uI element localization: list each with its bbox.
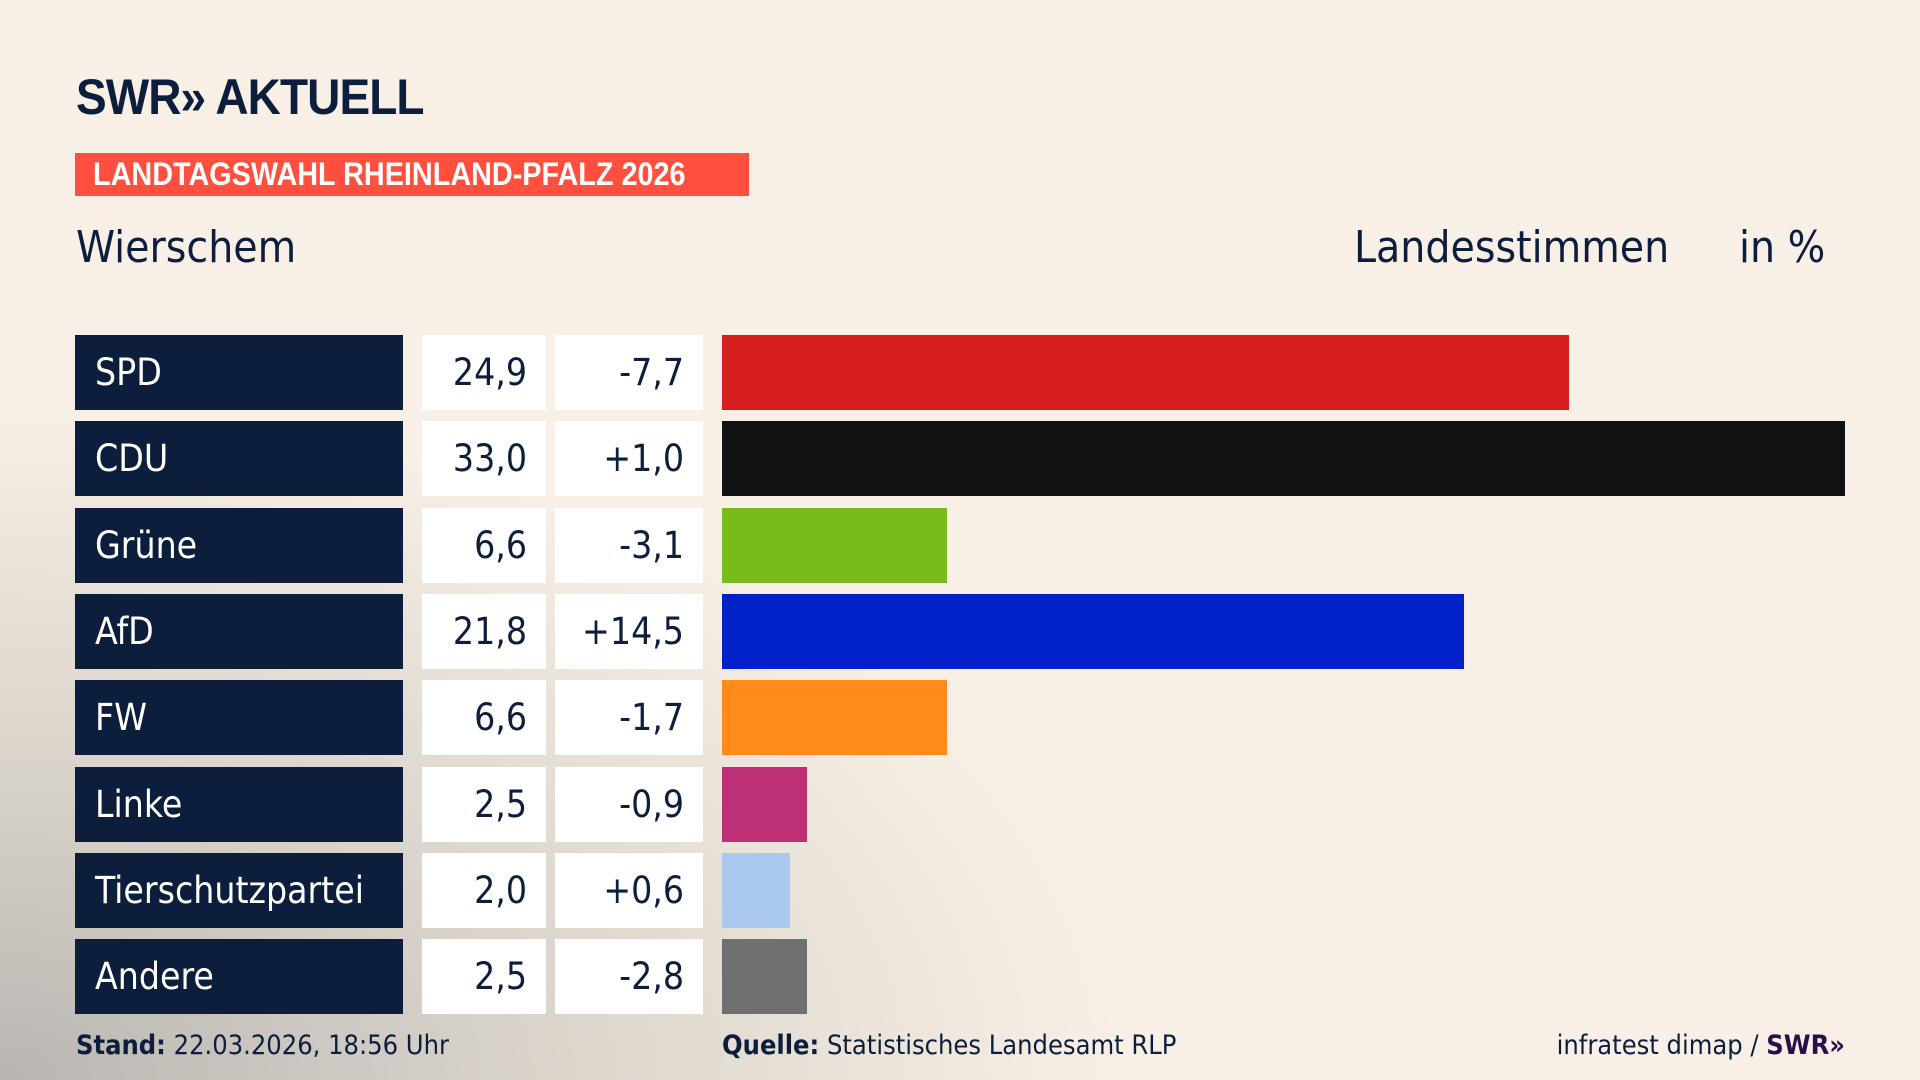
- bar-grüne: [722, 507, 947, 583]
- vote-share: 33,0: [422, 421, 546, 497]
- bar-spd: [722, 335, 1570, 410]
- unit-label: in %: [1739, 222, 1826, 273]
- vote-share: 2,0: [422, 852, 546, 928]
- vote-share: 21,8: [422, 593, 546, 669]
- bar-tierschutzpartei: [722, 852, 791, 928]
- vote-share: 2,5: [422, 939, 546, 1015]
- result-row: Andere 2,5 -2,8: [0, 939, 1920, 1015]
- stand-info: Stand: 22.03.2026, 18:56 Uhr: [76, 1030, 449, 1061]
- party-name: SPD: [75, 335, 403, 410]
- party-name: CDU: [75, 421, 403, 497]
- source-value: Statistisches Landesamt RLP: [826, 1030, 1177, 1061]
- credit-info: infratest dimap / SWR»: [1557, 1030, 1845, 1061]
- vote-change: -1,7: [555, 680, 703, 756]
- vote-change: +14,5: [555, 593, 703, 669]
- vote-change: -3,1: [555, 507, 703, 583]
- election-banner: LANDTAGSWAHL RHEINLAND-PFALZ 2026: [75, 153, 749, 196]
- vote-share: 6,6: [422, 680, 546, 756]
- source-label: Quelle:: [722, 1030, 820, 1061]
- source-info: Quelle: Statistisches Landesamt RLP: [722, 1030, 1176, 1061]
- vote-change: -0,9: [555, 766, 703, 842]
- bar-afd: [722, 593, 1464, 669]
- party-name: AfD: [75, 593, 403, 669]
- result-row: Tierschutzpartei 2,0 +0,6: [0, 852, 1920, 928]
- vote-share: 2,5: [422, 766, 546, 842]
- swr-aktuell-logo: SWR» AKTUELL: [76, 69, 424, 125]
- vote-change: -2,8: [555, 939, 703, 1015]
- swr-logo: SWR»: [1766, 1030, 1845, 1061]
- vote-change: +1,0: [555, 421, 703, 497]
- result-row: CDU 33,0 +1,0: [0, 421, 1920, 497]
- party-name: Andere: [75, 939, 403, 1015]
- party-name: Linke: [75, 766, 403, 842]
- vote-change: -7,7: [555, 335, 703, 410]
- banner-text: LANDTAGSWAHL RHEINLAND-PFALZ 2026: [93, 156, 686, 192]
- vote-share: 24,9: [422, 335, 546, 410]
- result-row: Linke 2,5 -0,9: [0, 766, 1920, 842]
- vote-share: 6,6: [422, 507, 546, 583]
- bar-cdu: [722, 421, 1845, 497]
- stand-label: Stand:: [76, 1030, 166, 1061]
- stand-value: 22.03.2026, 18:56 Uhr: [173, 1030, 449, 1061]
- result-row: Grüne 6,6 -3,1: [0, 507, 1920, 583]
- result-row: SPD 24,9 -7,7: [0, 335, 1920, 410]
- party-name: Grüne: [75, 507, 403, 583]
- bar-andere: [722, 939, 808, 1015]
- vote-change: +0,6: [555, 852, 703, 928]
- place-title: Wierschem: [76, 222, 297, 273]
- result-row: AfD 21,8 +14,5: [0, 593, 1920, 669]
- party-name: FW: [75, 680, 403, 756]
- bar-linke: [722, 766, 808, 842]
- bar-fw: [722, 680, 947, 756]
- result-row: FW 6,6 -1,7: [0, 680, 1920, 756]
- measure-label: Landesstimmen: [1354, 222, 1670, 273]
- party-name: Tierschutzpartei: [75, 852, 403, 928]
- credit-text: infratest dimap /: [1556, 1030, 1767, 1061]
